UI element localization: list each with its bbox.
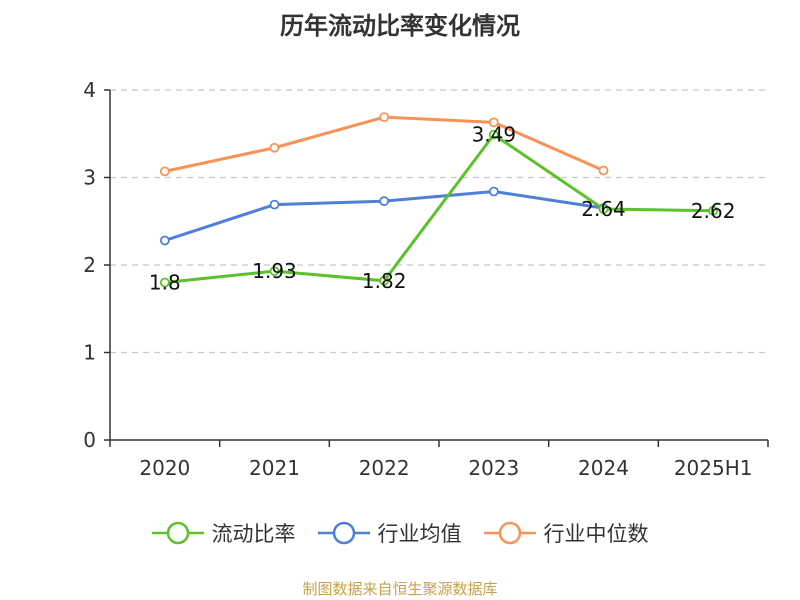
x-tick-label: 2022 — [359, 456, 410, 480]
x-tick-label: 2023 — [468, 456, 519, 480]
y-tick-label: 0 — [83, 428, 96, 452]
data-point-2 — [159, 166, 170, 177]
legend-item-industry-mean[interactable]: 行业均值 — [317, 518, 462, 548]
data-point-1 — [159, 235, 170, 246]
data-label: 1.82 — [362, 269, 407, 293]
y-tick-label: 1 — [83, 341, 96, 365]
chart-title: 历年流动比率变化情况 — [280, 12, 520, 40]
data-point-1 — [488, 186, 499, 197]
data-point-0 — [488, 129, 499, 140]
data-point-0 — [598, 204, 609, 214]
data-label: 2.62 — [691, 199, 736, 223]
data-point-1 — [379, 196, 390, 207]
legend-line-marker-icon — [317, 521, 370, 545]
y-tick-label: 4 — [83, 78, 96, 102]
legend-line-marker-icon — [151, 521, 204, 545]
legend-item-current-ratio[interactable]: 流动比率 — [151, 518, 296, 548]
x-tick-label: 2025H1 — [674, 456, 753, 480]
series-line-0 — [164, 133, 714, 284]
data-label: 3.49 — [472, 123, 517, 147]
legend-label: 行业均值 — [377, 522, 462, 546]
data-point-2 — [488, 117, 499, 128]
data-point-2 — [379, 112, 390, 123]
legend-item-industry-median[interactable]: 行业中位数 — [483, 518, 649, 548]
data-point-0 — [269, 266, 280, 277]
legend-label: 行业中位数 — [543, 522, 649, 546]
data-label: 1.8 — [149, 271, 181, 295]
legend: 流动比率 行业均值 行业中位数 — [0, 518, 800, 548]
y-tick-label: 2 — [83, 253, 96, 277]
data-label: 1.93 — [252, 259, 297, 283]
source-note: 制图数据来自恒生聚源数据库 — [302, 580, 498, 598]
legend-label: 流动比率 — [211, 522, 296, 546]
data-point-1 — [269, 199, 280, 210]
data-point-0 — [379, 275, 390, 286]
x-tick-label: 2021 — [249, 456, 300, 480]
x-tick-label: 2020 — [139, 456, 190, 480]
data-point-2 — [598, 165, 609, 176]
data-label: 2.64 — [581, 197, 626, 221]
data-point-0 — [708, 205, 719, 216]
x-tick-label: 2024 — [578, 456, 629, 480]
legend-line-marker-icon — [483, 521, 536, 545]
data-point-2 — [269, 142, 280, 153]
data-point-0 — [159, 277, 170, 288]
y-tick-label: 3 — [83, 166, 96, 190]
